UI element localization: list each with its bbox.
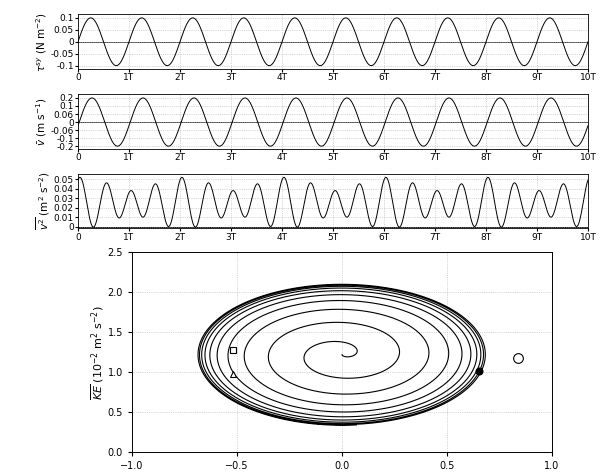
Y-axis label: $\bar{v}$ (m s$^{-1}$): $\bar{v}$ (m s$^{-1}$) [34, 97, 49, 146]
Y-axis label: $\tau^{sy}$ (N m$^{-2}$): $\tau^{sy}$ (N m$^{-2}$) [34, 12, 49, 72]
Y-axis label: $\overline{KE}$ (10$^{-2}$ m$^2$ s$^{-2}$): $\overline{KE}$ (10$^{-2}$ m$^2$ s$^{-2}… [89, 305, 106, 399]
Y-axis label: $\overline{v^2}$ (m$^2$ s$^{-2}$): $\overline{v^2}$ (m$^2$ s$^{-2}$) [35, 171, 52, 230]
